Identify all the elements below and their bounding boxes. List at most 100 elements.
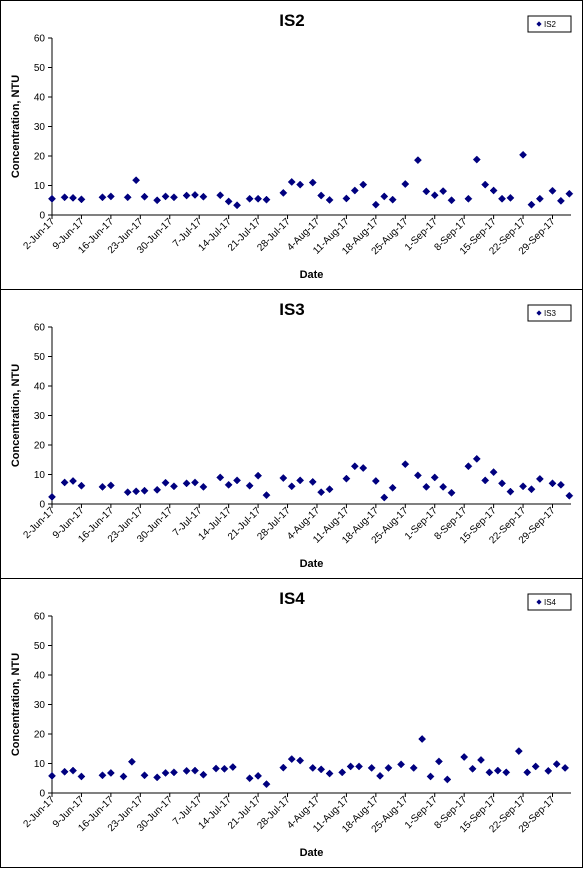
data-point bbox=[561, 763, 570, 772]
data-point bbox=[279, 188, 288, 197]
y-tick-label: 60 bbox=[34, 34, 46, 45]
data-point bbox=[535, 194, 544, 203]
x-axis-label: Date bbox=[300, 847, 324, 859]
data-point bbox=[212, 764, 220, 773]
data-point bbox=[430, 473, 439, 482]
data-point bbox=[191, 190, 199, 199]
data-point bbox=[388, 195, 397, 204]
y-tick-label: 60 bbox=[34, 612, 46, 623]
data-point bbox=[317, 488, 326, 497]
data-point bbox=[556, 196, 565, 205]
data-point bbox=[325, 769, 334, 778]
data-point bbox=[531, 762, 540, 771]
data-point bbox=[342, 194, 351, 203]
data-point bbox=[447, 488, 456, 497]
y-tick-label: 40 bbox=[34, 382, 46, 393]
data-point bbox=[439, 482, 448, 491]
y-axis-label: Concentration, NTU bbox=[10, 653, 22, 756]
data-point bbox=[287, 482, 296, 491]
data-point bbox=[409, 763, 418, 772]
legend-box bbox=[527, 15, 572, 33]
data-point bbox=[317, 191, 326, 200]
data-point bbox=[426, 772, 435, 781]
data-point bbox=[439, 187, 448, 196]
data-point bbox=[506, 487, 515, 496]
data-point bbox=[342, 474, 351, 483]
data-point bbox=[519, 150, 528, 159]
data-point bbox=[359, 464, 368, 472]
data-point bbox=[48, 492, 56, 501]
data-point bbox=[514, 747, 523, 756]
y-tick-label: 40 bbox=[34, 671, 46, 682]
data-point bbox=[477, 756, 485, 764]
data-point bbox=[422, 482, 431, 491]
data-point bbox=[527, 200, 536, 209]
legend: IS3 bbox=[527, 304, 572, 322]
data-point bbox=[308, 178, 317, 187]
data-point bbox=[262, 491, 271, 500]
data-point bbox=[498, 194, 506, 203]
data-point bbox=[350, 462, 359, 471]
data-point bbox=[60, 767, 69, 776]
data-point bbox=[296, 180, 305, 189]
data-point bbox=[161, 192, 170, 201]
data-point bbox=[430, 191, 439, 200]
data-point bbox=[388, 483, 397, 492]
x-axis-label: Date bbox=[300, 558, 324, 570]
data-point bbox=[106, 192, 115, 201]
data-point bbox=[413, 156, 422, 165]
data-point bbox=[77, 772, 86, 781]
data-point bbox=[216, 473, 225, 482]
y-tick-label: 20 bbox=[34, 730, 46, 741]
data-point bbox=[254, 471, 263, 480]
y-tick-label: 30 bbox=[34, 411, 46, 422]
legend-box bbox=[527, 304, 572, 322]
data-point bbox=[485, 768, 494, 777]
data-point bbox=[228, 763, 237, 771]
data-point bbox=[254, 771, 263, 780]
data-point bbox=[565, 491, 574, 500]
chart-is3: IS301020304050602-Jun-179-Jun-1716-Jun-1… bbox=[10, 300, 574, 570]
data-point bbox=[434, 757, 443, 766]
data-point bbox=[296, 756, 305, 765]
legend-label: IS2 bbox=[544, 20, 557, 29]
data-point bbox=[224, 480, 233, 489]
data-point bbox=[489, 468, 498, 477]
data-point bbox=[380, 192, 389, 201]
data-point bbox=[98, 771, 107, 780]
data-point bbox=[153, 773, 162, 782]
data-point bbox=[287, 178, 296, 186]
data-point bbox=[132, 487, 141, 496]
legend-box bbox=[527, 593, 572, 611]
data-point bbox=[170, 482, 178, 491]
data-point bbox=[216, 191, 225, 200]
data-point bbox=[199, 482, 208, 491]
y-tick-label: 50 bbox=[34, 63, 46, 74]
chart-panel-is2: IS2 0 10 20 30 40 50 60 2-Jun-17 9-Jun-17 16-Jun-1… bbox=[0, 0, 583, 290]
chart-is2: IS201020304050602-Jun-179-Jun-1716-Jun-1… bbox=[10, 11, 574, 281]
data-point bbox=[325, 485, 334, 494]
data-point bbox=[140, 192, 149, 201]
data-point bbox=[245, 774, 254, 783]
data-point bbox=[472, 155, 481, 164]
data-point bbox=[296, 476, 305, 485]
data-point bbox=[161, 768, 170, 777]
data-point bbox=[191, 766, 199, 775]
y-tick-label: 30 bbox=[34, 700, 46, 711]
y-tick-label: 60 bbox=[34, 323, 46, 334]
y-tick-label: 0 bbox=[39, 789, 45, 800]
data-point bbox=[443, 775, 452, 784]
data-point bbox=[422, 187, 431, 196]
data-point bbox=[527, 485, 536, 494]
data-point bbox=[376, 771, 385, 780]
data-point bbox=[460, 753, 469, 761]
data-point bbox=[506, 193, 515, 202]
data-point bbox=[220, 764, 229, 773]
y-tick-label: 50 bbox=[34, 352, 46, 363]
legend-marker bbox=[536, 21, 542, 27]
data-point bbox=[69, 193, 77, 202]
data-point bbox=[77, 195, 86, 204]
data-point bbox=[140, 486, 149, 495]
data-point bbox=[481, 476, 490, 485]
data-point bbox=[233, 476, 242, 485]
